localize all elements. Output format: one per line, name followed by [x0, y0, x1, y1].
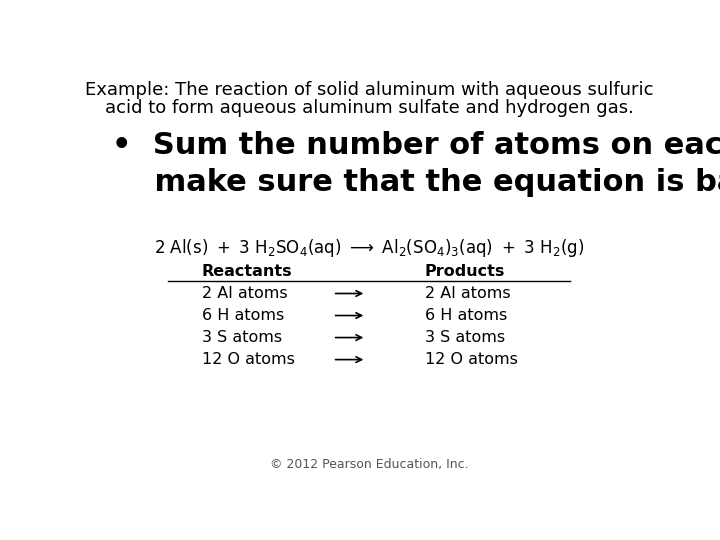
Text: 12 O atoms: 12 O atoms	[202, 352, 294, 367]
Text: 3 S atoms: 3 S atoms	[202, 330, 282, 345]
Text: Reactants: Reactants	[202, 264, 292, 279]
Text: © 2012 Pearson Education, Inc.: © 2012 Pearson Education, Inc.	[270, 458, 468, 471]
Text: Example: The reaction of solid aluminum with aqueous sulfuric: Example: The reaction of solid aluminum …	[85, 82, 653, 99]
Text: Products: Products	[425, 264, 505, 279]
Text: make sure that the equation is balanced.: make sure that the equation is balanced.	[112, 168, 720, 197]
Text: 2 Al atoms: 2 Al atoms	[202, 286, 287, 301]
Text: $\mathregular{2\ Al(s)\ +\ 3\ H_2SO_4(aq)}$$\mathregular{\ \longrightarrow\ }$$\: $\mathregular{2\ Al(s)\ +\ 3\ H_2SO_4(aq…	[154, 237, 584, 259]
Text: 6 H atoms: 6 H atoms	[425, 308, 507, 323]
Text: 6 H atoms: 6 H atoms	[202, 308, 284, 323]
Text: •  Sum the number of atoms on each side to: • Sum the number of atoms on each side t…	[112, 131, 720, 160]
Text: acid to form aqueous aluminum sulfate and hydrogen gas.: acid to form aqueous aluminum sulfate an…	[104, 99, 634, 117]
Text: 12 O atoms: 12 O atoms	[425, 352, 518, 367]
Text: 2 Al atoms: 2 Al atoms	[425, 286, 510, 301]
Text: 3 S atoms: 3 S atoms	[425, 330, 505, 345]
